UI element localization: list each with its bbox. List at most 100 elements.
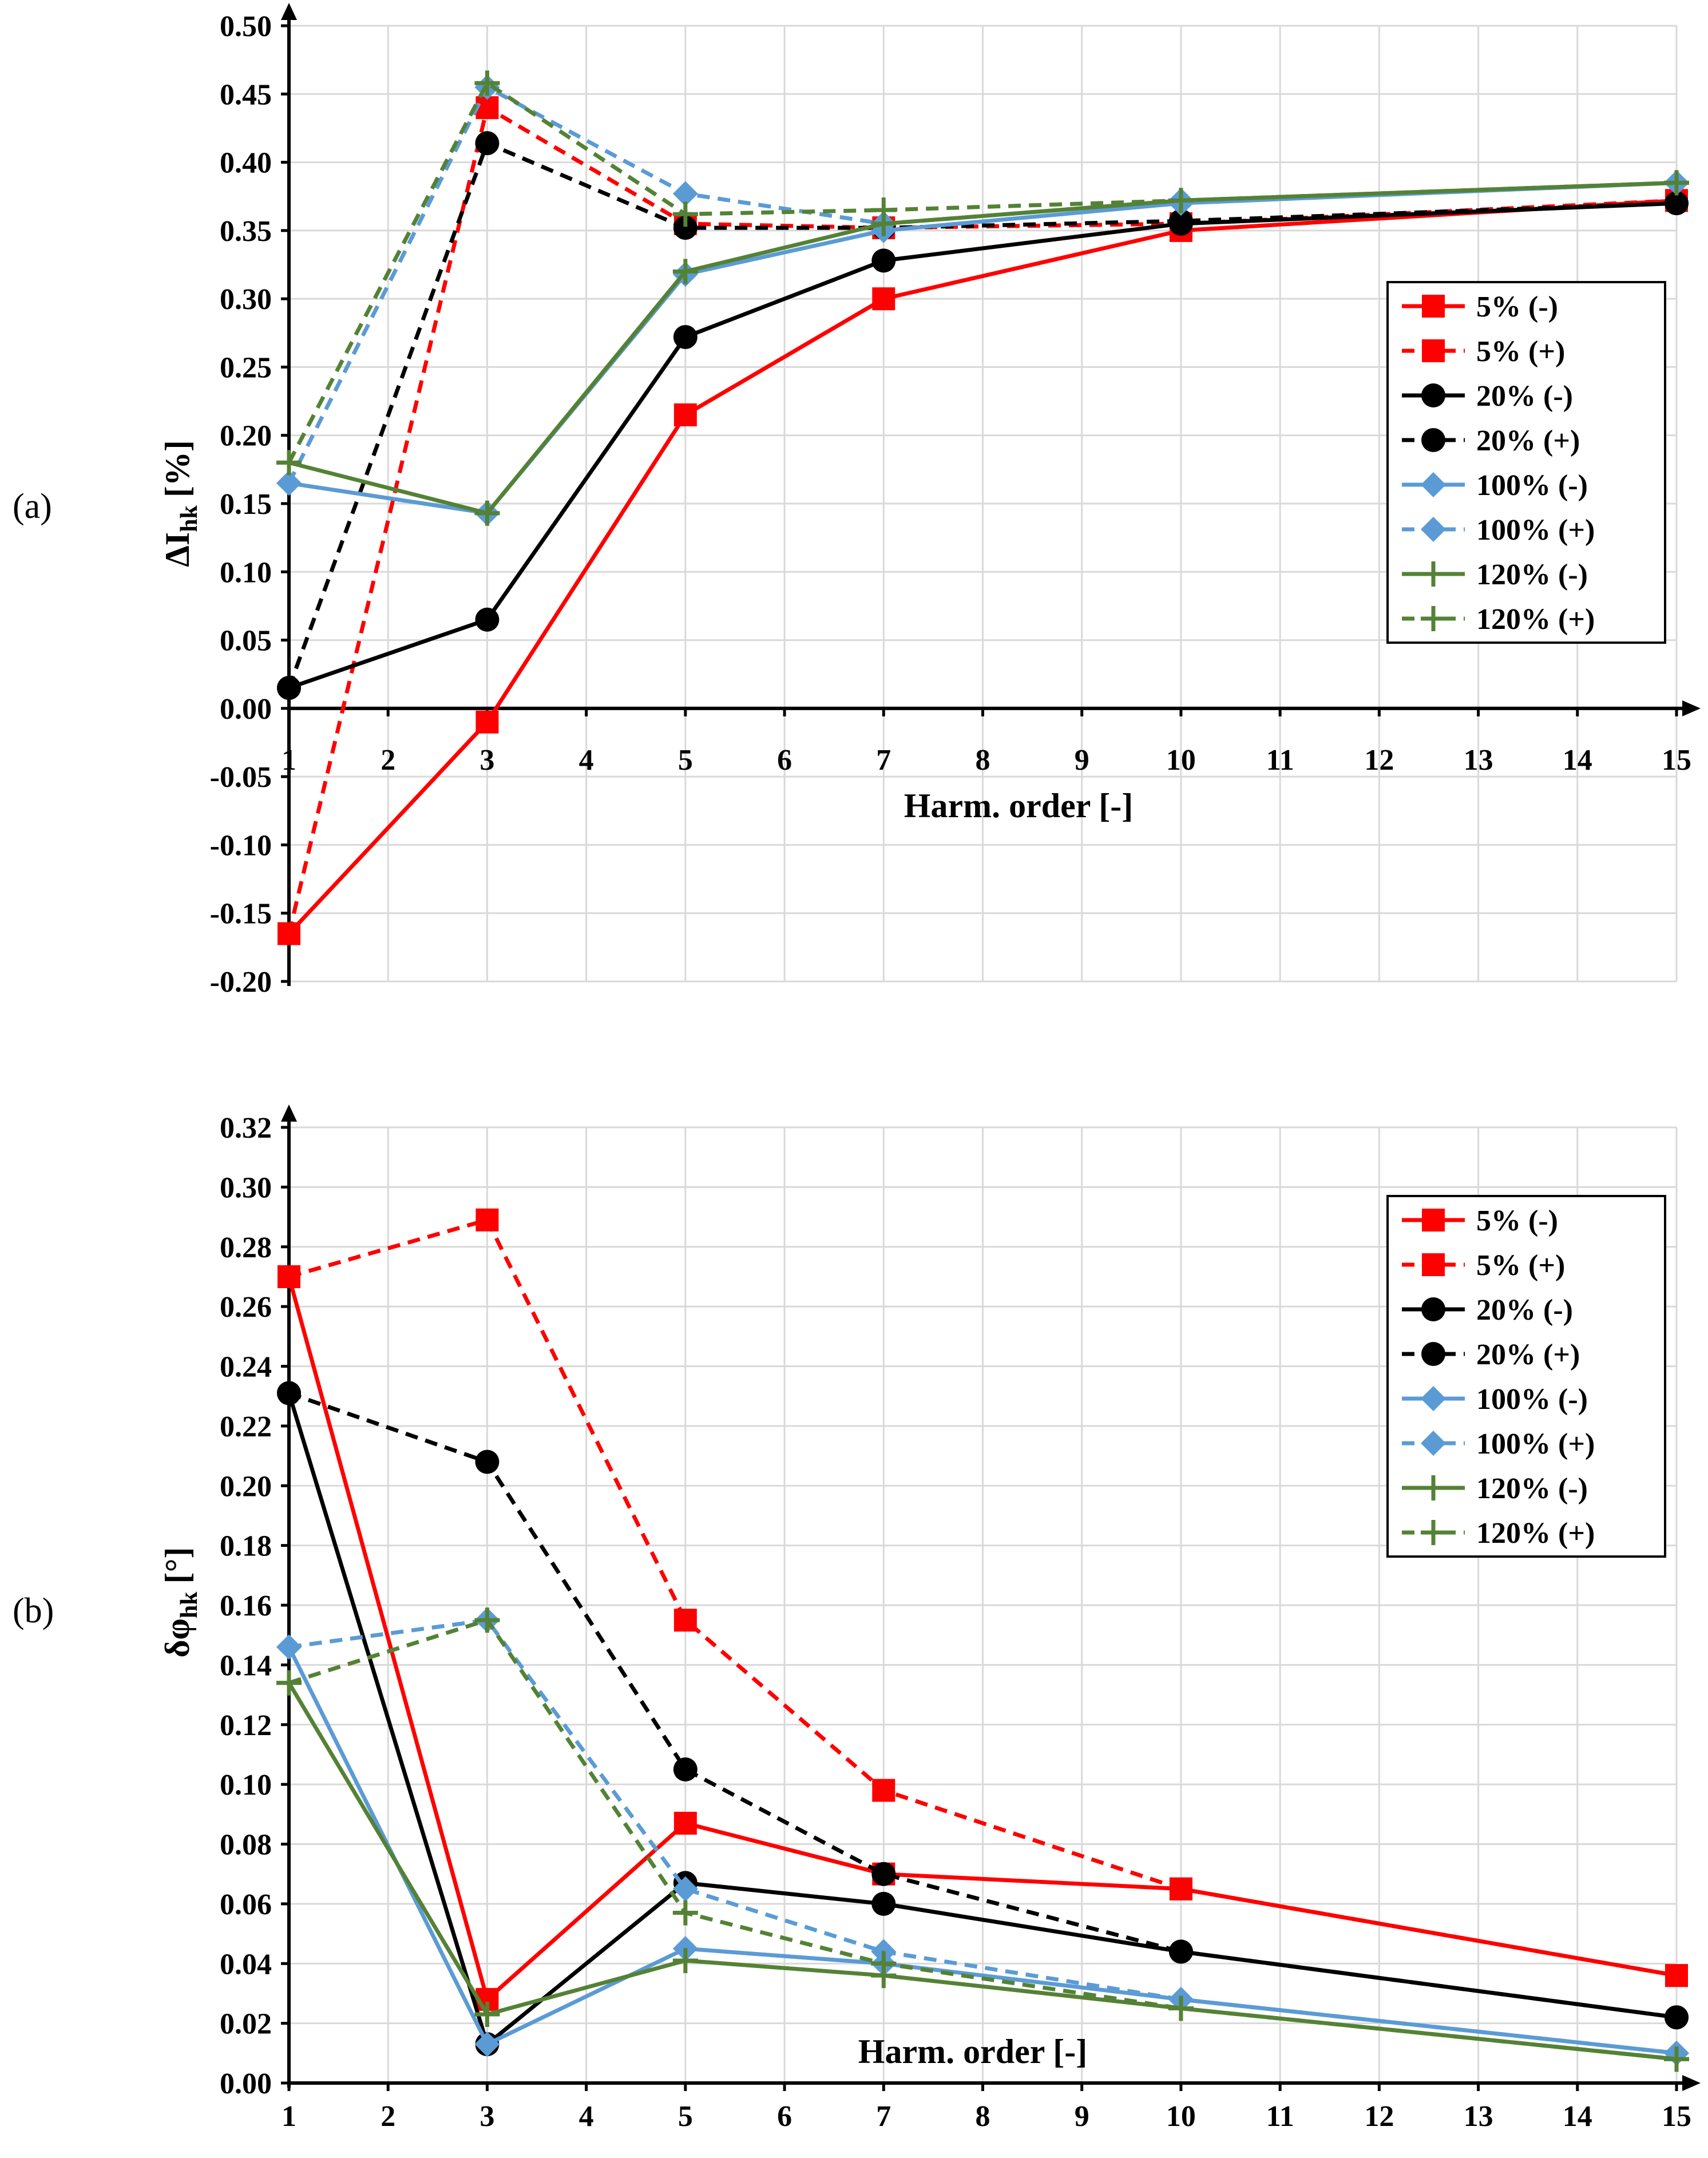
y-tick-label: 0.05 [220,625,272,658]
data-point-100p [276,470,302,496]
x-tick-label: 7 [876,2100,891,2133]
x-tick-label: 7 [876,744,891,777]
legend-marker-100p [1421,1431,1446,1456]
data-point-5m [673,403,697,426]
data-point-120p [276,450,302,476]
y-tick-label: -0.05 [210,761,272,794]
data-point-120p [871,197,897,223]
data-point-100p [672,1876,698,1902]
data-point-5p [278,1265,300,1288]
data-point-20p [673,1757,698,1782]
series-line-100p [287,85,1677,484]
x-tick-label: 4 [579,2100,594,2133]
series-line-5m [287,198,1677,935]
data-point-120p [276,1670,302,1696]
x-tick-label: 3 [479,744,494,777]
series-line-20m [287,1392,1677,2046]
y-tick-label: 0.30 [220,1171,272,1204]
legend-label: 5% (+) [1476,335,1565,368]
x-axis-arrow [1682,2075,1701,2091]
legend-marker-120p [1421,606,1446,631]
legend-label: 5% (-) [1476,1205,1558,1237]
data-point-120p [1168,1995,1194,2021]
y-tick-label: 0.28 [220,1232,272,1264]
y-tick-label: 0.06 [220,1888,272,1921]
y-tick-label: 0.24 [220,1351,272,1384]
legend-label: 120% (-) [1476,559,1588,591]
y-tick-label: 0.20 [220,420,272,453]
data-point-5m [673,1811,697,1835]
y-tick-label: -0.10 [210,829,272,862]
series-line-120p [288,1618,1677,2061]
x-axis-label: Harm. order [-] [858,2033,1087,2070]
x-tick-label: 1 [282,2100,296,2133]
data-point-20p [1168,1939,1193,1964]
data-point-5p [872,1779,895,1802]
data-point-100m [474,2032,500,2057]
data-point-20m [871,1891,896,1916]
x-tick-label: 1 [282,744,296,777]
data-point-20m [871,248,896,273]
y-axis-label-main: ΔI [158,532,196,567]
y-tick-label: 0.40 [220,147,272,180]
y-tick-label: 0.16 [220,1590,272,1622]
legend-label: 100% (-) [1476,1383,1588,1416]
series-line-100p [288,1618,1677,2056]
x-tick-label: 10 [1166,744,1196,777]
y-axis-label: δφhk [°] [158,1547,203,1657]
legend-marker-120m [1421,561,1446,587]
legend-marker-120m [1421,1475,1446,1500]
data-point-120m [672,259,698,284]
data-point-120p [474,1607,500,1633]
data-point-5p [1169,1877,1192,1900]
x-tick-label: 14 [1563,2100,1592,2133]
y-tick-label: 0.10 [220,556,272,589]
legend-marker-5m [1422,295,1445,318]
x-tick-label: 13 [1464,744,1493,777]
series-line-100m [287,1646,1677,2056]
legend-label: 120% (+) [1476,603,1595,636]
x-tick-label: 15 [1662,2100,1691,2133]
legend-marker-20p [1421,428,1445,452]
series-line-5m [287,1276,1677,2002]
legend-label: 20% (-) [1476,380,1573,413]
y-tick-label: 0.04 [220,1948,272,1981]
legend-label: 100% (-) [1476,469,1588,502]
legend-label: 100% (+) [1476,514,1595,547]
y-tick-label: 0.10 [220,1769,272,1801]
y-axis-arrow [281,3,297,20]
data-point-5p [673,1609,697,1632]
y-tick-label: 0.15 [220,488,272,521]
y-axis-label: ΔIhk [%] [158,440,203,567]
x-tick-label: 13 [1464,2100,1493,2133]
data-point-20m [475,607,500,632]
series-line-120p [287,81,1677,464]
x-tick-label: 2 [381,2100,395,2133]
legend: 5% (-) 5% (+) 20% (-) 20% (+) 100% (-) 100% (… [1386,281,1666,644]
chart-panel-b: 0.32 0.30 0.28 0.26 0.24 0.22 0.20 0.18 0.16 0.14… [13,1104,1701,2133]
data-point-5m [475,710,499,734]
x-tick-label: 11 [1266,2100,1294,2133]
x-tick-label: 5 [678,2100,693,2133]
y-tick-label: 0.30 [220,283,272,316]
data-point-120m [672,1948,698,1974]
data-point-120m [474,2001,500,2027]
y-tick-label: -0.20 [210,966,272,999]
legend-label: 120% (+) [1476,1517,1595,1550]
y-tick-label: 0.32 [220,1112,272,1145]
data-point-5p [475,96,499,120]
x-tick-label: 4 [579,744,594,777]
chart-panel-a: 0.50 0.45 0.40 0.35 0.30 0.25 0.20 0.15 0.10 0.05… [13,3,1701,999]
y-tick-label: 0.26 [220,1291,272,1324]
y-tick-label: 0.08 [220,1829,272,1862]
data-point-20m [673,324,698,349]
series-line-20p [288,1391,1677,2020]
y-tick-label: 0.00 [220,2068,272,2100]
x-tick-label: 8 [976,2100,990,2133]
data-point-20p [1665,2005,1689,2030]
y-tick-label: -0.15 [210,898,272,930]
legend-marker-5p [1422,1253,1445,1276]
x-tick-label: 11 [1266,744,1294,777]
y-tick-label: 0.12 [220,1709,272,1742]
x-tick-label: 6 [777,2100,792,2133]
